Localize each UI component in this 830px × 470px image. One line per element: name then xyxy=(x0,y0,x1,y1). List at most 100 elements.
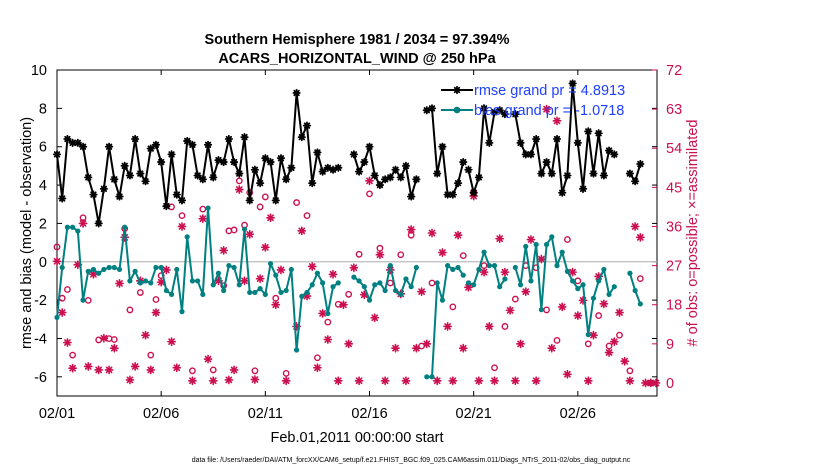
obs-assimilated-point xyxy=(495,234,505,244)
bias-point xyxy=(163,287,169,294)
obs-assimilated-point xyxy=(99,333,109,343)
bias-point xyxy=(116,266,123,273)
rmse-point xyxy=(375,180,385,190)
bias-point xyxy=(596,278,602,284)
y2-tick-label: 9 xyxy=(666,337,674,353)
rmse-point xyxy=(500,110,510,119)
obs-assimilated-point xyxy=(490,376,499,386)
bias-point xyxy=(153,264,159,271)
bias-point xyxy=(611,284,617,290)
bias-point xyxy=(226,263,232,269)
rmse-point xyxy=(459,157,468,167)
rmse-point xyxy=(167,150,176,159)
rmse-point xyxy=(84,173,93,182)
bias-point xyxy=(273,272,279,278)
bias-point xyxy=(637,301,643,307)
bias-point xyxy=(236,282,242,288)
bias-point xyxy=(455,264,461,271)
bias-point xyxy=(632,287,638,294)
rmse-point xyxy=(73,138,82,147)
rmse-point xyxy=(604,146,614,155)
rmse-point xyxy=(78,142,88,151)
bias-point xyxy=(372,282,378,288)
obs-assimilated-point xyxy=(417,287,426,297)
obs-possible-point xyxy=(511,295,519,303)
rmse-series xyxy=(52,79,645,228)
obs-assimilated-point xyxy=(542,104,551,114)
bias-point xyxy=(330,284,336,290)
rmse-point xyxy=(183,136,192,146)
rmse-point xyxy=(172,190,181,199)
rmse-point xyxy=(532,134,541,144)
rmse-point xyxy=(334,163,343,172)
rmse-point xyxy=(276,154,286,163)
obs-assimilated-point xyxy=(438,248,447,257)
rmse-point xyxy=(313,148,322,157)
rmse-point xyxy=(99,184,108,193)
rmse-point xyxy=(386,173,395,182)
obs-possible-point xyxy=(345,290,353,298)
obs-assimilated-point xyxy=(177,222,187,231)
obs-assimilated-point xyxy=(432,376,442,386)
rmse-point xyxy=(162,202,171,211)
obs-assimilated-point xyxy=(370,313,380,323)
obs-assimilated-point xyxy=(344,339,354,349)
bias-point xyxy=(54,314,60,320)
legend-rmse-asterisk xyxy=(452,85,462,95)
bias-point xyxy=(158,264,164,271)
rmse-point xyxy=(370,171,379,180)
bias-point xyxy=(101,266,107,273)
bias-point xyxy=(179,309,185,315)
obs-assimilated-point xyxy=(635,232,645,242)
y-tick-label: 4 xyxy=(39,178,47,194)
bias-point xyxy=(127,278,133,284)
obs-possible-point xyxy=(209,366,217,374)
bias-point xyxy=(465,280,472,286)
obs-assimilated-point xyxy=(583,376,593,386)
bias-point xyxy=(403,276,409,282)
rmse-point xyxy=(261,154,270,163)
bias-point xyxy=(497,284,503,290)
obs-assimilated-point xyxy=(484,322,494,331)
rmse-point xyxy=(354,167,364,176)
obs-possible-point xyxy=(501,323,509,330)
rmse-point xyxy=(464,165,473,174)
obs-assimilated-point xyxy=(448,376,458,386)
obs-possible-point xyxy=(189,367,196,375)
bias-point xyxy=(408,284,414,290)
rmse-point xyxy=(401,161,411,170)
bias-point xyxy=(257,286,263,292)
obs-possible-point xyxy=(69,351,77,359)
rmse-point xyxy=(297,133,306,142)
obs-assimilated-point xyxy=(510,376,520,386)
obs-assimilated-point xyxy=(349,263,359,273)
bias-point xyxy=(585,332,591,338)
rmse-point xyxy=(396,173,405,182)
obs-assimilated-point xyxy=(94,365,104,375)
obs-assimilated-point xyxy=(68,363,78,373)
obs-assimilated-point xyxy=(281,376,291,386)
bias-point xyxy=(549,234,555,240)
bias-point xyxy=(132,268,138,274)
legend-rmse-label: rmse grand pr = 4.8913 xyxy=(474,83,625,99)
obs-assimilated-point xyxy=(365,176,374,186)
obs-possible-point xyxy=(293,199,300,206)
x-axis-label: Feb.01,2011 00:00:00 start xyxy=(270,430,443,446)
rmse-point xyxy=(625,169,635,178)
bias-point xyxy=(189,278,196,284)
rmse-point xyxy=(203,140,213,149)
obs-possible-point xyxy=(595,312,603,319)
rmse-point xyxy=(63,134,72,144)
bias-point xyxy=(293,347,300,353)
obs-assimilated-point xyxy=(266,213,275,223)
bias-point xyxy=(195,278,201,284)
bias-point xyxy=(502,276,508,282)
bias-point xyxy=(221,287,227,294)
rmse-point xyxy=(219,157,228,167)
rmse-point xyxy=(412,175,421,184)
obs-possible-point xyxy=(178,212,186,220)
rmse-point xyxy=(266,157,275,167)
obs-assimilated-point xyxy=(89,269,98,279)
bias-point xyxy=(424,374,430,380)
